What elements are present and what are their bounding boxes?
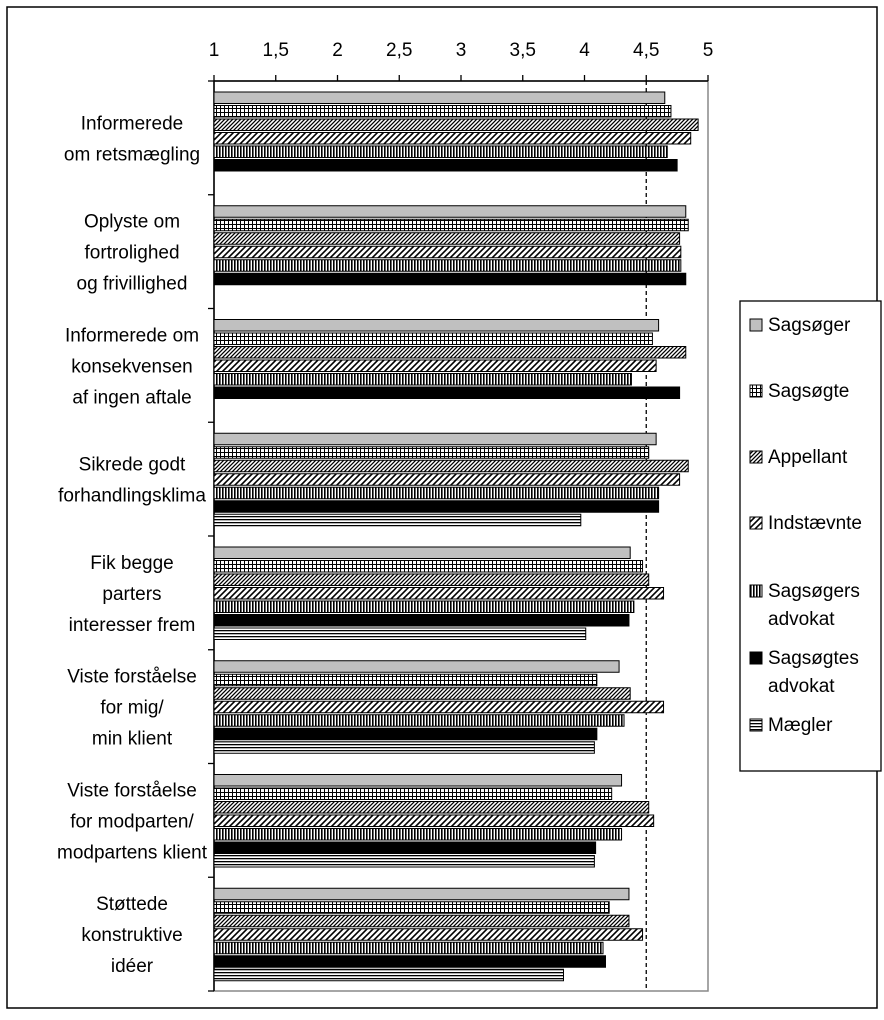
category-label: Informerede om konsekvensen af ingen aftal… [65, 325, 199, 408]
bar-sagsøgte [213, 787, 613, 800]
bar-sagsøgtes-advokat [213, 614, 630, 627]
legend-swatch [749, 651, 763, 665]
legend-swatch [749, 516, 763, 530]
bar-sagsøgers-advokat [213, 714, 625, 727]
bar-mægler [213, 855, 595, 868]
bar-appellant [213, 118, 699, 131]
bar-sagsøgtes-advokat [213, 727, 598, 741]
x-tick-label: 2 [332, 40, 343, 61]
bar-indstævnte [213, 587, 665, 600]
x-tick-label: 1,5 [263, 40, 289, 61]
bar-appellant [213, 687, 631, 700]
bar-sagsøgers-advokat [213, 600, 635, 613]
bar-appellant [213, 459, 689, 473]
x-tick-label: 1 [209, 40, 220, 61]
bar-indstævnte [213, 928, 644, 941]
legend-box [739, 300, 882, 772]
legend-swatch [749, 584, 763, 598]
category-label: Støttede konstruktive idéer [81, 894, 182, 977]
legend-label: Sagsøgtes advokat [768, 648, 859, 697]
bar-sagsøger [213, 205, 687, 218]
bar-sagsøgtes-advokat [213, 955, 606, 968]
legend-label: Sagsøgers advokat [768, 581, 860, 630]
bar-sagsøgers-advokat [213, 828, 623, 841]
legend-label: Appellant [768, 447, 848, 468]
bar-sagsøgers-advokat [213, 145, 668, 158]
category-label: Oplyste om fortrolighed og frivillighed [77, 212, 188, 295]
bar-sagsøgte [213, 105, 672, 118]
bar-sagsøgtes-advokat [213, 841, 597, 854]
bar-indstævnte [213, 814, 655, 827]
legend-swatch [749, 450, 763, 464]
category-label: Sikrede godt forhandlingsklima [58, 455, 206, 507]
bar-appellant [213, 801, 650, 814]
x-tick-label: 3,5 [510, 40, 536, 61]
category-label: Viste forståelse for mig/min klient [67, 667, 197, 750]
bar-appellant [213, 914, 630, 928]
bar-sagsøger [213, 91, 666, 104]
legend-label: Sagsøger [768, 315, 851, 336]
category-label: Fik begge parters interesser frem [69, 553, 196, 636]
bar-sagsøgtes-advokat [213, 386, 681, 399]
legend-swatch [749, 384, 763, 398]
x-tick-label: 4,5 [633, 40, 659, 61]
bar-mægler [213, 741, 595, 754]
bar-indstævnte [213, 132, 692, 145]
bar-sagsøgte [213, 446, 650, 459]
legend-label: Sagsøgte [768, 381, 849, 402]
x-tick-label: 3 [456, 40, 467, 61]
bar-sagsøgers-advokat [213, 373, 632, 386]
bar-sagsøger [213, 660, 620, 673]
bar-sagsøger [213, 774, 623, 787]
bar-sagsøgers-advokat [213, 486, 660, 500]
bar-sagsøgte [213, 218, 689, 232]
bar-sagsøgtes-advokat [213, 159, 678, 172]
bar-sagsøgte [213, 332, 653, 345]
bar-indstævnte [213, 700, 665, 714]
bar-mægler [213, 513, 582, 527]
category-label: Informerede om retsmægling [64, 113, 200, 165]
bar-sagsøgers-advokat [213, 259, 682, 272]
bar-indstævnte [213, 245, 682, 259]
bar-sagsøgtes-advokat [213, 500, 660, 513]
bar-indstævnte [213, 473, 681, 486]
legend-label: Indstævnte [768, 513, 862, 534]
x-tick-label: 4 [579, 40, 590, 61]
bar-appellant [213, 573, 650, 586]
legend-swatch [749, 718, 763, 732]
bar-sagsøgte [213, 901, 610, 914]
category-label: Viste forståelse for modparten/modpartens… [57, 780, 208, 863]
bar-appellant [213, 232, 681, 245]
bar-sagsøger [213, 432, 657, 446]
bar-sagsøger [213, 319, 660, 332]
legend-swatch [749, 318, 763, 332]
bar-sagsøgtes-advokat [213, 272, 687, 286]
bar-sagsøgte [213, 673, 598, 687]
bar-appellant [213, 346, 687, 359]
bar-mægler [213, 968, 565, 982]
x-tick-label: 2,5 [386, 40, 412, 61]
bar-sagsøger [213, 546, 631, 559]
bar-indstævnte [213, 359, 657, 372]
bar-sagsøgers-advokat [213, 941, 604, 955]
legend-label: Mægler [768, 715, 833, 736]
x-tick-label: 5 [703, 40, 714, 61]
bar-sagsøgte [213, 560, 644, 573]
bar-sagsøger [213, 887, 630, 901]
bar-mægler [213, 627, 587, 640]
